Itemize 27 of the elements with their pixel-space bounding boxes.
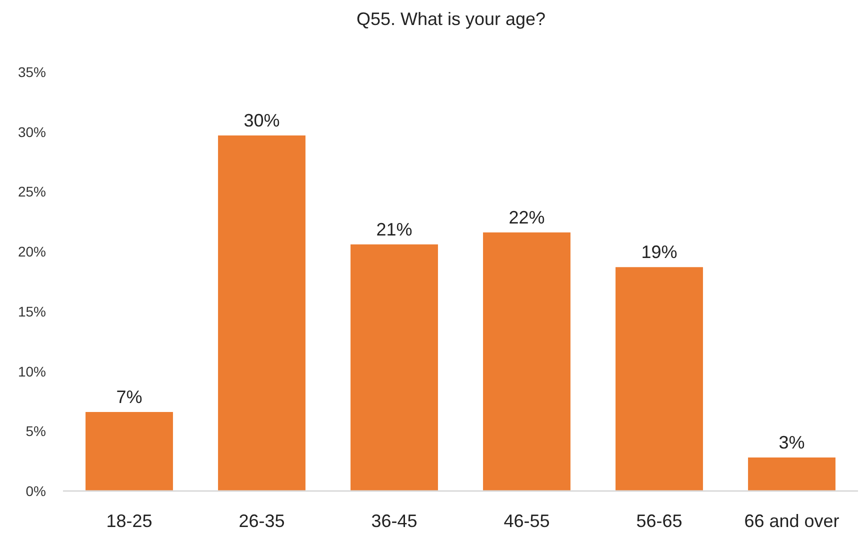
x-tick-label: 56-65 [636, 511, 682, 531]
data-label: 22% [508, 207, 545, 228]
chart-title: Q55. What is your age? [356, 9, 546, 29]
data-label: 3% [778, 432, 805, 452]
bar [218, 135, 306, 491]
y-tick-label: 5% [26, 423, 46, 440]
bar [350, 244, 438, 491]
y-tick-label: 30% [18, 124, 46, 140]
x-tick-label: 18-25 [106, 511, 152, 531]
data-label: 30% [244, 110, 280, 130]
x-tick-label: 36-45 [371, 511, 418, 531]
y-tick-label: 10% [18, 363, 46, 380]
data-label: 19% [641, 242, 678, 262]
data-label: 7% [116, 386, 142, 407]
y-tick-label: 15% [18, 303, 46, 320]
y-tick-label: 35% [18, 64, 46, 80]
x-tick-label: 26-35 [238, 511, 285, 531]
bar [86, 412, 173, 491]
y-tick-label: 25% [18, 184, 46, 200]
x-tick-label: 66 and over [744, 511, 840, 531]
x-tick-label: 46-55 [504, 511, 550, 531]
data-label: 21% [376, 219, 412, 240]
bar [748, 457, 836, 491]
y-tick-label: 0% [26, 483, 46, 499]
bar [483, 232, 570, 491]
bar [616, 267, 703, 491]
y-tick-label: 20% [18, 244, 46, 260]
